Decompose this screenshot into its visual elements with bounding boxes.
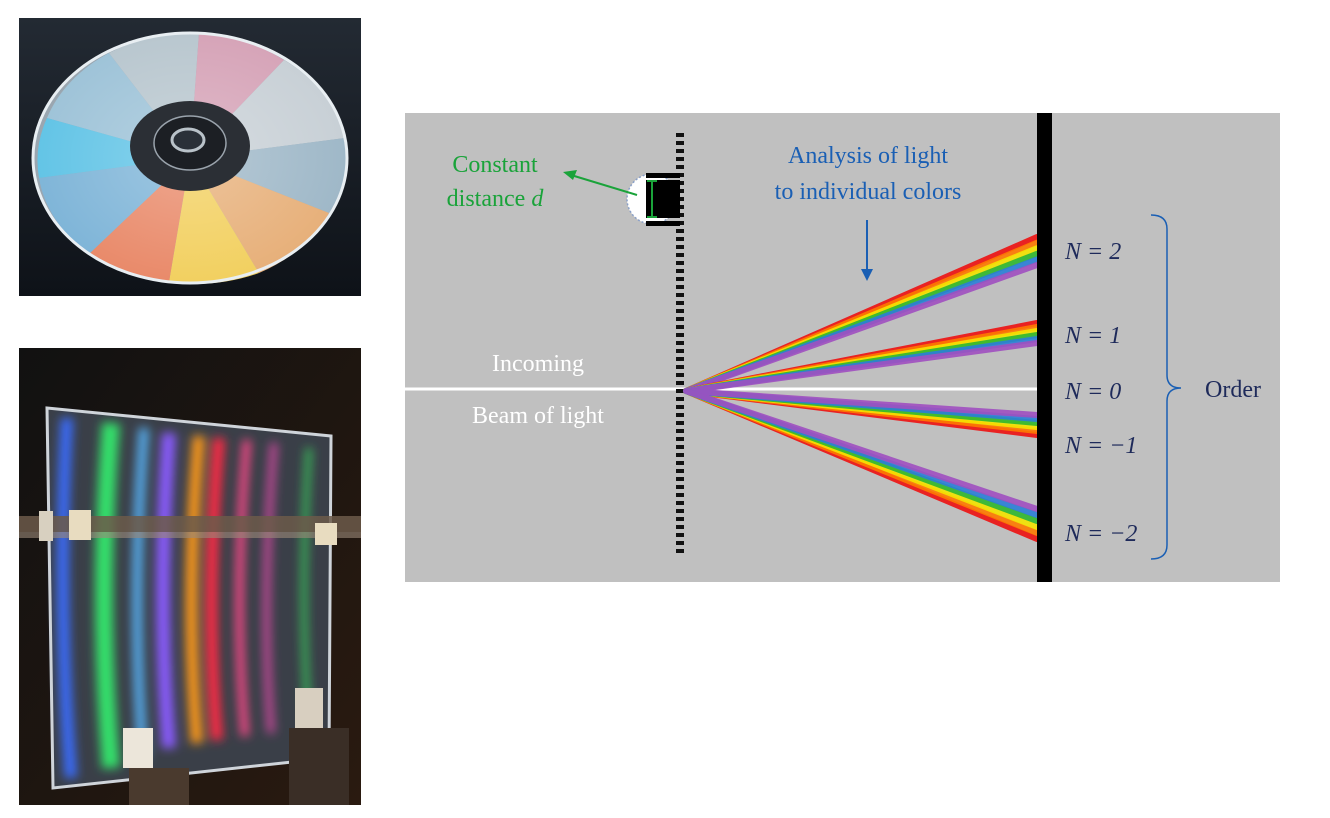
order-bracket: [1150, 214, 1182, 560]
analysis-label-line1: Analysis of light: [788, 143, 948, 169]
diagram-background: [405, 113, 1280, 582]
cd-disc: [31, 31, 349, 285]
mount-clamp: [39, 510, 349, 805]
transmission-grating-photo: [19, 348, 361, 805]
distance-arrow: [563, 170, 638, 196]
incoming-label-line1: Incoming: [492, 351, 584, 377]
analysis-label-line2: to individual colors: [775, 179, 962, 205]
fan-order-2: [683, 234, 1040, 394]
analysis-arrow: [861, 220, 873, 281]
fan-order-minus-2: [683, 388, 1040, 542]
grating-plate: [19, 406, 361, 790]
order-label-n2: N = 2: [1064, 239, 1121, 265]
spectrum-ray: [683, 388, 1040, 512]
constant-label-line1: Constant: [452, 152, 538, 178]
order-label-n-2: N = −2: [1064, 521, 1137, 547]
order-label-n1: N = 1: [1064, 323, 1121, 349]
incoming-label-line2: Beam of light: [472, 403, 604, 429]
spectrum-ray: [683, 262, 1040, 394]
spectrum-ray: [683, 340, 1040, 394]
fan-order-minus-1: [683, 388, 1040, 438]
spectrum-ray: [683, 388, 1040, 418]
order-label-n0: N = 0: [1064, 379, 1121, 405]
order-label: Order: [1205, 377, 1261, 403]
magnifier-circle: [626, 173, 680, 226]
cd-disc-photo: [19, 18, 361, 296]
screen: [1037, 113, 1052, 582]
order-label-n-1: N = −1: [1064, 433, 1137, 459]
spectrum-fans: [683, 234, 1040, 542]
constant-label-line2: distance d: [447, 186, 545, 212]
diffraction-diagram: Constant distance d Analysis of light to…: [405, 113, 1280, 582]
fan-order-1: [683, 320, 1040, 394]
